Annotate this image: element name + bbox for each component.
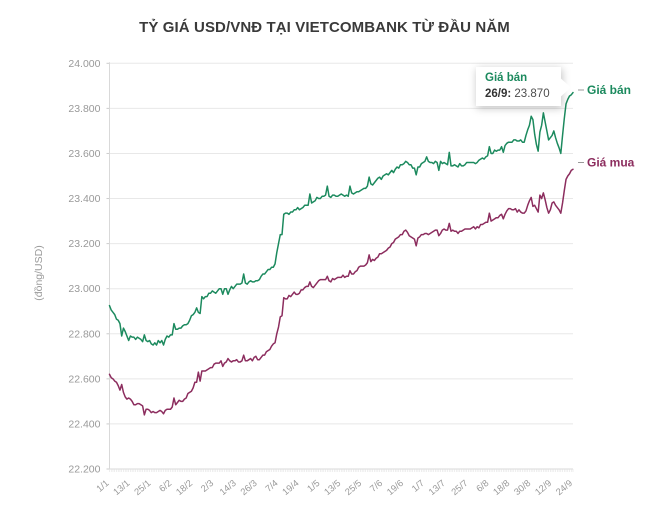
- svg-text:24.000: 24.000: [68, 58, 100, 70]
- svg-text:6/2: 6/2: [157, 478, 173, 494]
- svg-text:1/1: 1/1: [94, 478, 110, 494]
- svg-text:7/4: 7/4: [263, 478, 279, 494]
- svg-text:Giá bán: Giá bán: [587, 83, 631, 97]
- svg-text:13/1: 13/1: [111, 478, 131, 497]
- svg-text:12/9: 12/9: [533, 478, 553, 497]
- svg-text:22.600: 22.600: [68, 373, 100, 385]
- svg-text:26/3: 26/3: [239, 478, 259, 497]
- svg-text:7/6: 7/6: [368, 478, 384, 494]
- svg-text:22.400: 22.400: [68, 418, 100, 430]
- svg-text:23.000: 23.000: [68, 283, 100, 295]
- svg-text:14/3: 14/3: [218, 478, 238, 497]
- svg-text:23.600: 23.600: [68, 148, 100, 160]
- svg-text:25/1: 25/1: [132, 478, 152, 497]
- svg-text:13/5: 13/5: [322, 478, 342, 497]
- svg-text:24/9: 24/9: [554, 478, 574, 497]
- svg-text:13/7: 13/7: [427, 478, 447, 497]
- svg-text:23.200: 23.200: [68, 238, 100, 250]
- svg-text:22.200: 22.200: [68, 464, 100, 476]
- svg-text:22.800: 22.800: [68, 328, 100, 340]
- svg-text:25/7: 25/7: [449, 478, 469, 497]
- svg-text:2/3: 2/3: [199, 478, 215, 494]
- svg-text:25/5: 25/5: [343, 478, 363, 497]
- svg-text:Giá mua: Giá mua: [587, 156, 635, 170]
- svg-text:6/8: 6/8: [474, 478, 490, 494]
- svg-text:19/6: 19/6: [385, 478, 405, 497]
- svg-text:23.800: 23.800: [68, 103, 100, 115]
- svg-text:23.400: 23.400: [68, 193, 100, 205]
- svg-text:18/2: 18/2: [174, 478, 194, 497]
- svg-text:18/8: 18/8: [491, 478, 511, 497]
- svg-text:1/7: 1/7: [410, 478, 426, 494]
- svg-text:19/4: 19/4: [280, 478, 300, 497]
- svg-text:30/8: 30/8: [512, 478, 532, 497]
- svg-text:1/5: 1/5: [305, 478, 321, 494]
